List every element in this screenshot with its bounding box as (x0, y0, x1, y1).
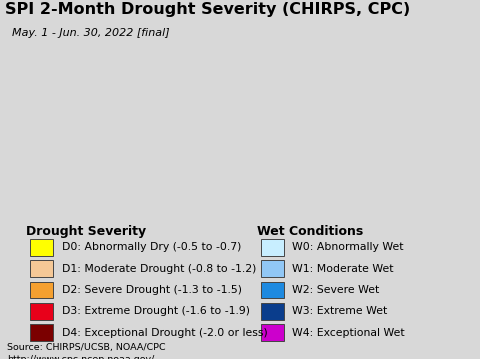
Text: Source: CHIRPS/UCSB, NOAA/CPC
http://www.cpc.ncep.noaa.gov/: Source: CHIRPS/UCSB, NOAA/CPC http://www… (7, 343, 166, 359)
FancyBboxPatch shape (261, 303, 284, 320)
Text: W1: Moderate Wet: W1: Moderate Wet (292, 264, 394, 274)
Text: W4: Exceptional Wet: W4: Exceptional Wet (292, 328, 405, 338)
Text: D4: Exceptional Drought (-2.0 or less): D4: Exceptional Drought (-2.0 or less) (62, 328, 268, 338)
FancyBboxPatch shape (30, 282, 53, 298)
Text: D2: Severe Drought (-1.3 to -1.5): D2: Severe Drought (-1.3 to -1.5) (62, 285, 242, 295)
FancyBboxPatch shape (30, 239, 53, 256)
Text: SPI 2-Month Drought Severity (CHIRPS, CPC): SPI 2-Month Drought Severity (CHIRPS, CP… (5, 2, 410, 17)
FancyBboxPatch shape (30, 325, 53, 341)
FancyBboxPatch shape (261, 260, 284, 277)
Text: May. 1 - Jun. 30, 2022 [final]: May. 1 - Jun. 30, 2022 [final] (12, 28, 169, 38)
Text: W0: Abnormally Wet: W0: Abnormally Wet (292, 242, 404, 252)
Text: D0: Abnormally Dry (-0.5 to -0.7): D0: Abnormally Dry (-0.5 to -0.7) (62, 242, 241, 252)
FancyBboxPatch shape (30, 260, 53, 277)
Text: D1: Moderate Drought (-0.8 to -1.2): D1: Moderate Drought (-0.8 to -1.2) (62, 264, 256, 274)
FancyBboxPatch shape (30, 303, 53, 320)
Text: W3: Extreme Wet: W3: Extreme Wet (292, 306, 387, 316)
FancyBboxPatch shape (261, 325, 284, 341)
Text: Wet Conditions: Wet Conditions (257, 225, 363, 238)
Text: Drought Severity: Drought Severity (26, 225, 146, 238)
Text: D3: Extreme Drought (-1.6 to -1.9): D3: Extreme Drought (-1.6 to -1.9) (62, 306, 250, 316)
FancyBboxPatch shape (261, 282, 284, 298)
Text: W2: Severe Wet: W2: Severe Wet (292, 285, 380, 295)
FancyBboxPatch shape (261, 239, 284, 256)
